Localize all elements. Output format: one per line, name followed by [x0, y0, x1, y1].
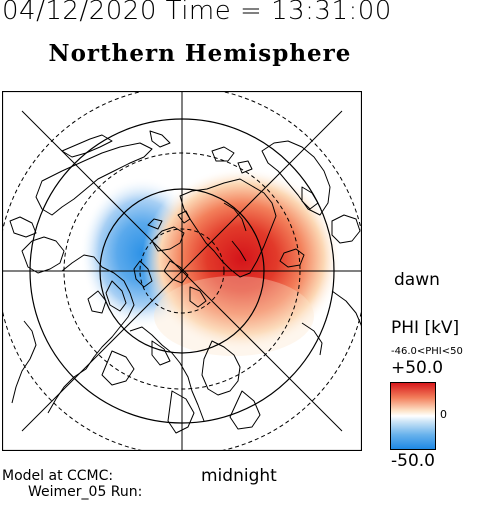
- midnight-label: midnight: [201, 466, 277, 486]
- map-frame: [2, 91, 362, 451]
- colorbar-min-label: -50.0: [391, 451, 435, 471]
- hemisphere-title: Northern Hemisphere: [48, 40, 352, 67]
- colorbar-title: PHI [kV]: [391, 318, 460, 338]
- colorbar-max-label: +50.0: [391, 358, 444, 378]
- polar-potential-map: [2, 91, 362, 451]
- dawn-label: dawn: [394, 270, 440, 290]
- time-header: 04/12/2020 Time = 13:31:00: [2, 0, 392, 26]
- positive-potential-cell: [142, 167, 342, 351]
- colorbar: [390, 382, 436, 450]
- model-label: Model at CCMC:: [2, 468, 114, 484]
- coastlines: [9, 130, 362, 434]
- colorbar-range: -46.0<PHI<50: [391, 346, 463, 357]
- run-label: Weimer_05 Run:: [28, 484, 143, 500]
- grid-lines: [2, 91, 362, 451]
- colorbar-zero-label: 0: [440, 408, 447, 421]
